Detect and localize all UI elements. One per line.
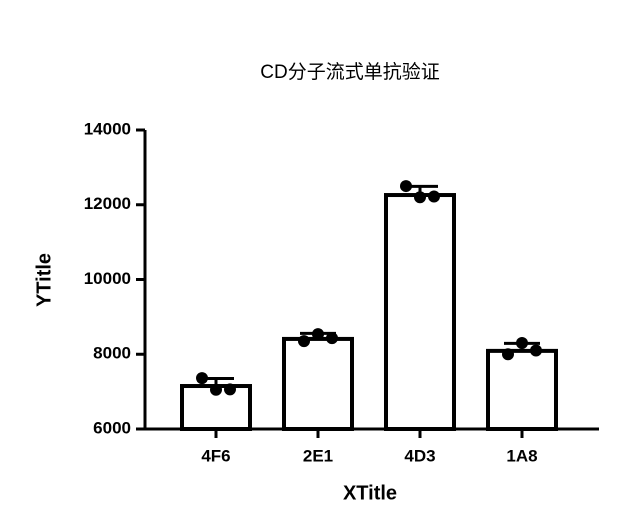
data-point xyxy=(196,372,208,385)
y-tick-label: 8000 xyxy=(93,344,131,363)
bar xyxy=(282,336,354,431)
data-point xyxy=(502,348,514,361)
data-point xyxy=(530,344,542,357)
x-tick-label: 1A8 xyxy=(506,446,537,465)
y-tick-label: 14000 xyxy=(84,119,131,138)
bar xyxy=(486,348,558,432)
y-axis-title: YTitle xyxy=(33,253,55,307)
x-tick-label: 4F6 xyxy=(201,446,230,465)
data-point xyxy=(312,328,324,341)
y-tick-label: 6000 xyxy=(93,418,131,437)
x-tick-label: 4D3 xyxy=(404,446,435,465)
chart-title: CD分子流式单抗验证 xyxy=(260,61,439,83)
data-point xyxy=(400,180,412,193)
data-point xyxy=(224,383,236,396)
data-point xyxy=(428,190,440,203)
x-tick-label: 2E1 xyxy=(303,446,333,465)
data-point xyxy=(414,191,426,204)
bar xyxy=(384,193,456,431)
data-point xyxy=(210,383,222,396)
data-point xyxy=(326,332,338,345)
x-axis-title: XTitle xyxy=(343,482,397,504)
y-tick-label: 12000 xyxy=(84,194,131,213)
data-point xyxy=(516,337,528,350)
y-tick-label: 10000 xyxy=(84,269,131,288)
data-point xyxy=(298,335,310,348)
